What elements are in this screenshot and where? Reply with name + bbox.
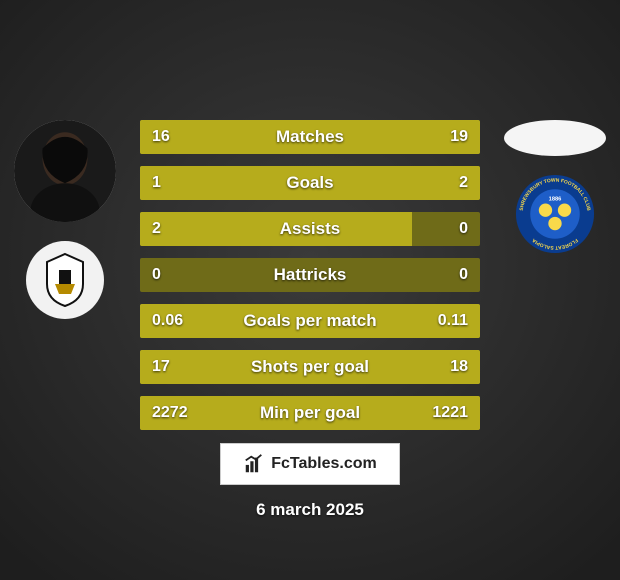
stat-row: 0.060.11Goals per match <box>140 304 480 338</box>
bar-label: Hattricks <box>140 258 480 292</box>
stat-row: 1718Shots per goal <box>140 350 480 384</box>
comparison-bars: 1619Matches 12Goals 20Assists 00Hattricks 0.… <box>140 120 480 442</box>
bar-label: Assists <box>140 212 480 246</box>
right-player-avatar <box>504 120 606 156</box>
left-player-avatar <box>14 120 116 222</box>
brand-badge[interactable]: FcTables.com <box>220 443 400 485</box>
svg-text:1886: 1886 <box>549 197 562 203</box>
bar-label: Min per goal <box>140 396 480 430</box>
bar-label: Goals per match <box>140 304 480 338</box>
stat-row: 12Goals <box>140 166 480 200</box>
brand-label: FcTables.com <box>271 455 377 473</box>
stat-row: 1619Matches <box>140 120 480 154</box>
bar-label: Matches <box>140 120 480 154</box>
person-icon <box>14 120 116 222</box>
bar-label: Shots per goal <box>140 350 480 384</box>
date-label: 6 march 2025 <box>0 500 620 520</box>
stat-row: 20Assists <box>140 212 480 246</box>
stat-row: 22721221Min per goal <box>140 396 480 430</box>
left-column <box>10 120 120 320</box>
left-club-crest <box>25 240 105 320</box>
bar-label: Goals <box>140 166 480 200</box>
right-club-crest: 1886 SHREWSBURY TOWN FOOTBALL CLUB FLORE… <box>515 174 595 254</box>
right-column: 1886 SHREWSBURY TOWN FOOTBALL CLUB FLORE… <box>500 120 610 254</box>
chart-icon <box>243 453 265 475</box>
stat-row: 00Hattricks <box>140 258 480 292</box>
